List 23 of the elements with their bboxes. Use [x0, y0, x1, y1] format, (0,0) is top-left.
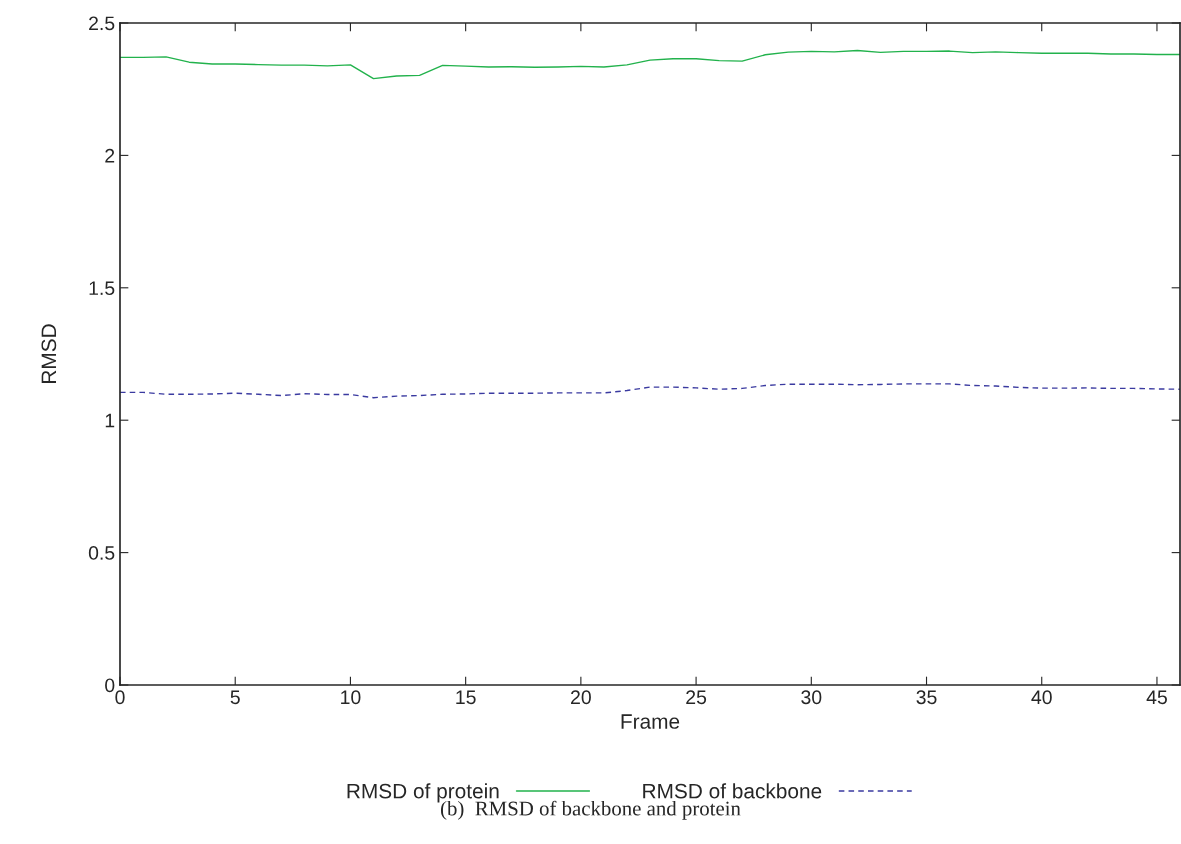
x-tick-label: 25 — [686, 690, 707, 705]
x-tick-label: 15 — [456, 690, 476, 705]
y-tick-label: 0 — [105, 678, 115, 693]
x-tick-label: 45 — [1146, 690, 1167, 705]
x-tick-label: 35 — [916, 690, 937, 705]
x-axis-title: Frame — [621, 714, 680, 729]
line-series — [120, 383, 1180, 399]
y-tick-label: 1 — [105, 413, 115, 428]
y-axis-title: RMSD — [41, 324, 57, 383]
text: (b) RMSD of backbone and protein — [440, 800, 741, 820]
x-tick-label: 30 — [801, 690, 822, 705]
y-tick-label: 1.5 — [89, 281, 115, 296]
y-tick-label: 2.5 — [89, 16, 115, 31]
x-tick-label: 5 — [230, 690, 240, 705]
legend-label: RMSD of protein — [347, 783, 499, 803]
x-tick-label: 10 — [341, 690, 361, 705]
legend-label: RMSD of backbone — [643, 783, 822, 799]
x-tick-label: 0 — [115, 690, 125, 705]
x-tick-label: 20 — [571, 690, 591, 705]
y-tick-label: 0.5 — [88, 546, 115, 560]
x-tick-label: 40 — [1031, 690, 1052, 705]
line-series — [120, 49, 1180, 80]
y-tick-label: 2 — [105, 148, 115, 163]
